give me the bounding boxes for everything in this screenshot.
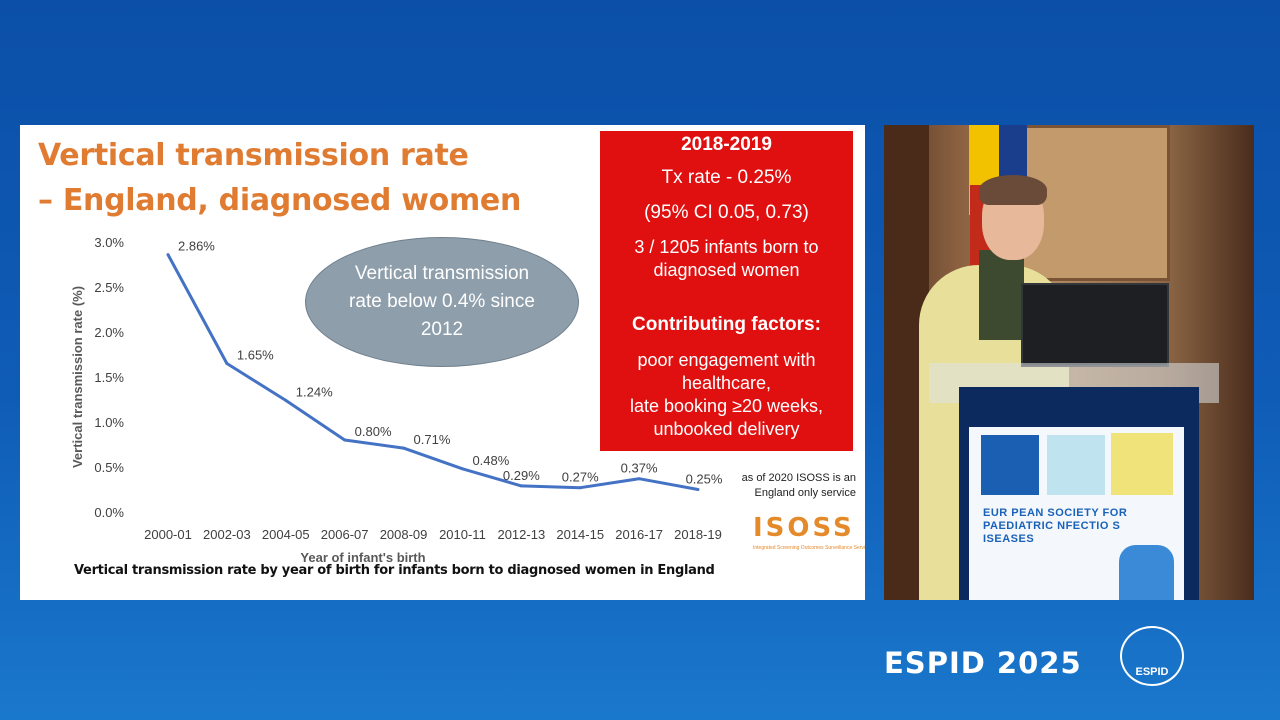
- data-point: [637, 477, 641, 481]
- data-label: 1.24%: [296, 384, 333, 399]
- redbox-factor: unbooked delivery: [653, 419, 800, 439]
- data-label: 0.71%: [414, 432, 451, 447]
- poster-panel: [1047, 435, 1105, 495]
- isoss-logo-wordmark: ISOSS: [753, 513, 857, 543]
- isoss-note: as of 2020 ISOSS is an England only serv…: [741, 472, 856, 499]
- data-label: 0.25%: [686, 472, 723, 487]
- x-tick-label: 2006-07: [321, 527, 369, 542]
- y-tick-label: 2.5%: [94, 280, 124, 295]
- data-point: [460, 467, 464, 471]
- poster-figure: [1119, 545, 1174, 600]
- callout-ellipse: Vertical transmission rate below 0.4% si…: [305, 237, 579, 367]
- data-point: [343, 438, 347, 442]
- y-tick-label: 2.0%: [94, 325, 124, 340]
- redbox-heading: 2018-2019: [681, 134, 772, 155]
- data-label: 0.37%: [621, 461, 658, 476]
- x-tick-label: 2004-05: [262, 527, 310, 542]
- x-tick-label: 2016-17: [615, 527, 663, 542]
- y-tick-label: 1.0%: [94, 415, 124, 430]
- redbox-factors: poor engagement with healthcare, late bo…: [600, 349, 853, 441]
- poster-panel-yellow: [1111, 433, 1173, 495]
- espid-emblem-text: ESPID: [1135, 666, 1169, 678]
- x-tick-label: 2010-11: [439, 527, 486, 542]
- data-label: 0.48%: [472, 453, 509, 468]
- data-label: 0.29%: [503, 468, 540, 483]
- data-point: [696, 488, 700, 491]
- isoss-logo-text: ISOSS: [753, 513, 855, 543]
- espid-brand-text: ESPID 2025: [884, 646, 1082, 680]
- x-tick-label: 2000-01: [144, 527, 192, 542]
- slide-title: Vertical transmission rate – England, di…: [38, 133, 521, 223]
- redbox-infants: 3 / 1205 infants born to diagnosed women: [634, 237, 819, 280]
- x-tick-label: 2012-13: [497, 527, 545, 542]
- x-tick-label: 2018-19: [674, 527, 722, 542]
- data-label: 2.86%: [178, 239, 215, 254]
- lectern-poster: EUR PEAN SOCIETY FOR PAEDIATRIC NFECTIO …: [969, 427, 1184, 600]
- y-tick-label: 1.5%: [94, 370, 124, 385]
- data-label: 1.65%: [237, 348, 274, 363]
- summary-redbox: 2018-2019 Tx rate - 0.25% (95% CI 0.05, …: [600, 131, 853, 451]
- x-tick-label: 2014-15: [556, 527, 604, 542]
- data-point: [578, 486, 582, 490]
- espid-emblem-icon: ESPID: [1120, 626, 1184, 686]
- poster-espid-logo: [981, 435, 1039, 495]
- line-chart: 0.0% 0.5% 1.0% 1.5% 2.0% 2.5% 3.0% 2000-01 2002-…: [70, 235, 723, 565]
- speaker-hair: [979, 175, 1047, 205]
- redbox-factors-heading: Contributing factors:: [632, 314, 821, 335]
- data-label: 0.80%: [355, 424, 392, 439]
- data-point: [284, 398, 288, 402]
- speaker-video: EUR PEAN SOCIETY FOR PAEDIATRIC NFECTIO …: [884, 125, 1254, 600]
- redbox-ci: (95% CI 0.05, 0.73): [644, 202, 809, 223]
- data-point: [166, 253, 170, 257]
- series-line: [166, 253, 699, 491]
- laptop: [1021, 283, 1169, 367]
- chart-caption: Vertical transmission rate by year of bi…: [74, 563, 715, 578]
- y-axis-title: Vertical transmission rate (%): [70, 286, 85, 468]
- presentation-slide: Vertical transmission rate – England, di…: [20, 125, 865, 600]
- poster-text-line: ISEASES: [983, 533, 1035, 545]
- data-point: [402, 446, 406, 450]
- isoss-logo-subtitle: Integrated Screening Outcomes Surveillan…: [753, 545, 865, 551]
- data-label: 0.27%: [562, 470, 599, 485]
- espid-brand: ESPID 2025: [884, 646, 1082, 680]
- y-tick-label: 0.0%: [94, 505, 124, 520]
- slide-title-line2: – England, diagnosed women: [38, 183, 522, 218]
- poster-text: EUR PEAN SOCIETY FOR PAEDIATRIC NFECTIO …: [983, 507, 1127, 546]
- y-tick-label: 0.5%: [94, 460, 124, 475]
- redbox-rate: Tx rate - 0.25%: [661, 167, 792, 188]
- x-tick-label: 2002-03: [203, 527, 251, 542]
- callout-ellipse-text: Vertical transmission rate below 0.4% si…: [349, 263, 535, 340]
- poster-text-line: PAEDIATRIC NFECTIO S: [983, 520, 1121, 532]
- x-tick-label: 2008-09: [380, 527, 428, 542]
- data-point: [225, 362, 229, 365]
- redbox-factor: poor engagement with healthcare,: [637, 350, 816, 393]
- redbox-factor: late booking ≥20 weeks,: [630, 396, 823, 416]
- isoss-logo: ISOSS Integrated Screening Outcomes Surv…: [753, 513, 865, 551]
- x-axis-title: Year of infant's birth: [300, 550, 425, 565]
- y-tick-label: 3.0%: [94, 235, 124, 250]
- data-point: [519, 484, 523, 488]
- poster-text-line: EUR PEAN SOCIETY FOR: [983, 507, 1128, 519]
- slide-title-line1: Vertical transmission rate: [38, 138, 469, 173]
- speaker-scarf: [979, 250, 1024, 340]
